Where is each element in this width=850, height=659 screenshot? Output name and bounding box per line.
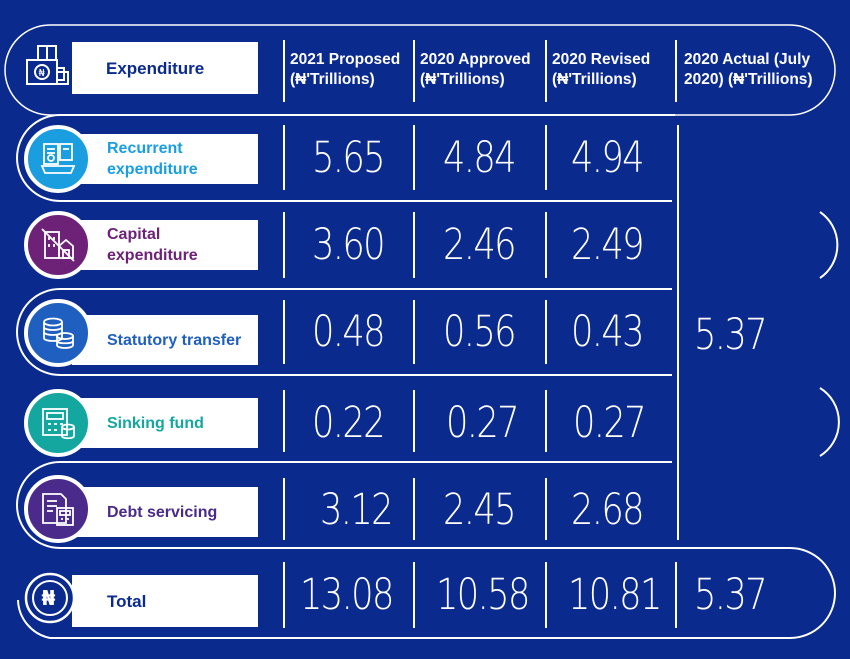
row-label-sinking: Sinking fund (72, 398, 258, 448)
invoice-calculator-icon (24, 475, 92, 543)
value-capital-2020-approved: 2.46 (443, 220, 517, 270)
svg-text:₦: ₦ (39, 68, 46, 79)
header-label-box: Expenditure (72, 42, 258, 94)
column-header-2021-proposed: 2021 Proposed (₦'Trillions) (290, 51, 401, 88)
value-actual-combined: 5.37 (694, 310, 768, 360)
value-debt-2020-revised: 2.68 (571, 485, 645, 535)
value-capital-2020-revised: 2.49 (571, 220, 645, 270)
money-expense-icon: ₦ (26, 45, 69, 85)
value-total-2020-actual: 5.37 (694, 570, 768, 620)
recurrent-expenditure-icon (24, 125, 92, 193)
column-header-2020-revised: 2020 Revised (₦'Trillions) (552, 51, 651, 88)
building-icon (24, 211, 92, 279)
value-capital-2021: 3.60 (312, 220, 386, 270)
value-statutory-2021: 0.48 (312, 307, 386, 357)
value-total-2020-revised: 10.81 (568, 570, 662, 620)
row-label-recurrent: Recurrent expenditure (72, 134, 258, 184)
value-statutory-2020-approved: 0.56 (443, 307, 517, 357)
value-debt-2021: 3.12 (320, 485, 394, 535)
svg-text:₦: ₦ (42, 586, 56, 610)
row-label-statutory: Statutory transfer (72, 315, 258, 365)
column-header-2020-approved: 2020 Approved (₦'Trillions) (420, 51, 531, 88)
row-label-total: Total (72, 575, 258, 627)
column-header-2020-actual: 2020 Actual (July 2020) (₦'Trillions) (684, 51, 813, 88)
row-label-debt: Debt servicing (72, 487, 258, 537)
value-statutory-2020-revised: 0.43 (571, 307, 645, 357)
value-recurrent-2020-revised: 4.94 (571, 133, 645, 183)
value-debt-2020-approved: 2.45 (443, 485, 517, 535)
value-recurrent-2020-approved: 4.84 (443, 133, 517, 183)
header-icon: ₦ (24, 42, 72, 92)
value-recurrent-2021: 5.65 (312, 133, 386, 183)
row-label-capital: Capital expenditure (72, 220, 258, 270)
header-title: Expenditure (106, 58, 205, 78)
coins-icon (24, 299, 92, 367)
calculator-icon (24, 389, 92, 457)
naira-ring-icon: ₦ (22, 570, 78, 626)
value-total-2021: 13.08 (300, 570, 394, 620)
value-sinking-2020-revised: 0.27 (573, 398, 647, 448)
value-sinking-2021: 0.22 (312, 398, 386, 448)
value-sinking-2020-approved: 0.27 (446, 398, 520, 448)
value-total-2020-approved: 10.58 (436, 570, 530, 620)
